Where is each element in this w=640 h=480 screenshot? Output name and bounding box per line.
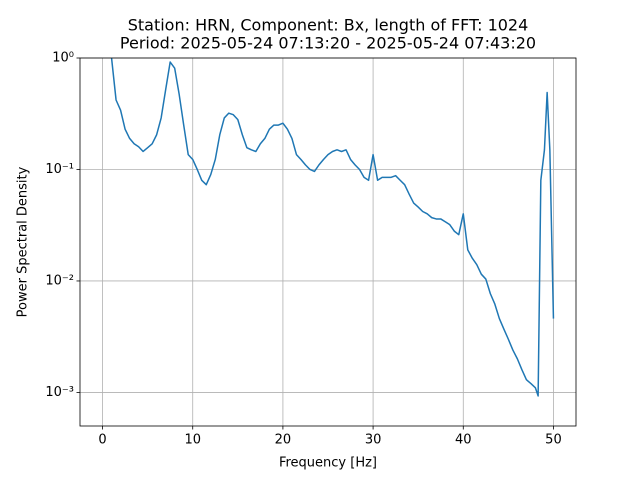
x-tick-label: 20 bbox=[275, 433, 292, 448]
x-tick-label: 30 bbox=[365, 433, 382, 448]
y-axis-label: Power Spectral Density bbox=[16, 166, 31, 317]
y-tick-label: 10⁻¹ bbox=[45, 162, 74, 177]
x-tick-label: 10 bbox=[184, 433, 201, 448]
chart-title: Station: HRN, Component: Bx, length of F… bbox=[128, 16, 529, 35]
chart-subtitle: Period: 2025-05-24 07:13:20 - 2025-05-24… bbox=[120, 34, 536, 53]
y-tick-label: 10⁰ bbox=[52, 51, 74, 66]
x-tick-label: 40 bbox=[455, 433, 472, 448]
x-tick-label: 50 bbox=[545, 433, 562, 448]
x-axis-label: Frequency [Hz] bbox=[279, 456, 377, 471]
y-tick-label: 10⁻² bbox=[45, 273, 74, 288]
x-tick-label: 0 bbox=[98, 433, 106, 448]
plot-frame bbox=[79, 57, 577, 427]
data-line bbox=[110, 58, 555, 397]
y-tick-label: 10⁻³ bbox=[45, 385, 74, 400]
